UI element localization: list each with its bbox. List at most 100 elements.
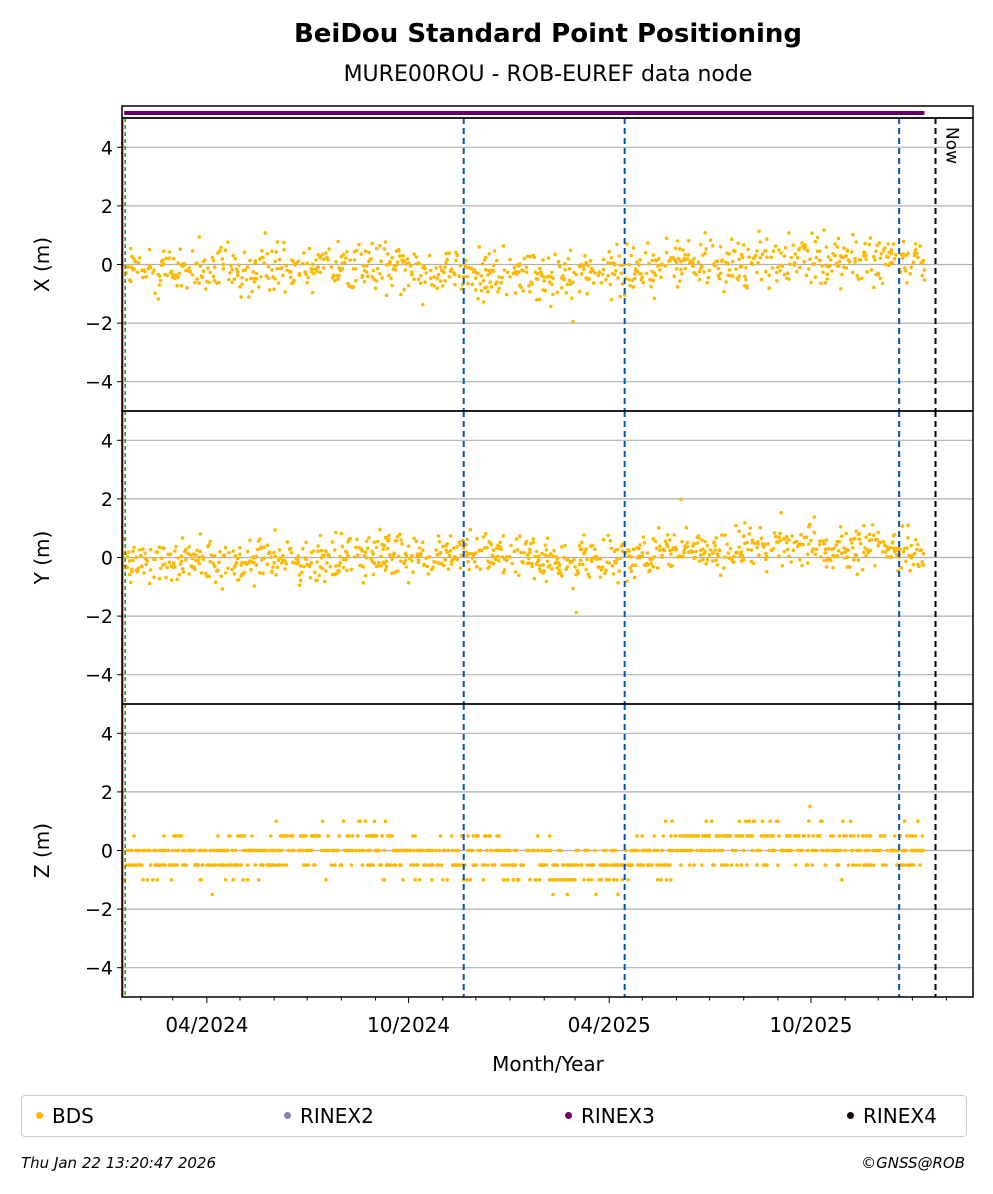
bds-point	[631, 547, 636, 551]
bds-point	[758, 255, 763, 260]
bds-point	[364, 556, 369, 560]
bds-point	[844, 834, 848, 838]
bds-point	[543, 543, 548, 547]
bds-point	[388, 553, 392, 557]
bds-point	[608, 261, 613, 266]
panel3-y-tick-label: 2	[101, 782, 113, 804]
bds-point	[212, 278, 217, 283]
bds-point	[411, 570, 415, 574]
bds-point	[515, 547, 520, 552]
bds-point	[787, 231, 791, 235]
bds-point	[364, 270, 369, 274]
bds-point	[360, 549, 365, 553]
legend-label-rinex2: RINEX2	[300, 1104, 374, 1128]
bds-point	[497, 559, 501, 563]
bds-point	[324, 251, 328, 255]
bds-point	[823, 551, 828, 555]
bds-point	[674, 267, 679, 271]
bds-point	[920, 273, 925, 278]
bds-point	[741, 243, 746, 247]
bds-point	[245, 863, 250, 867]
bds-point	[765, 570, 769, 574]
panel2-y-tick-label: 4	[101, 430, 113, 452]
bds-point	[266, 265, 271, 269]
bds-point	[231, 549, 236, 553]
bds-point	[694, 549, 699, 554]
bds-point	[277, 257, 282, 262]
bds-point	[567, 278, 572, 283]
bds-point	[425, 564, 430, 569]
bds-point	[233, 257, 238, 261]
bds-point	[606, 533, 610, 538]
bds-point	[747, 255, 751, 259]
bds-point	[533, 554, 538, 559]
bds-point	[416, 558, 421, 562]
bds-point	[612, 262, 617, 267]
bds-point	[521, 289, 525, 293]
bds-point	[864, 554, 868, 558]
bds-point	[784, 534, 789, 539]
bds-point	[598, 557, 603, 561]
bds-point	[238, 552, 242, 556]
bds-point	[550, 270, 554, 275]
bds-point	[831, 566, 835, 570]
bds-point	[889, 248, 894, 252]
bds-point	[868, 236, 873, 240]
bds-point	[829, 258, 833, 262]
bds-point	[140, 863, 144, 867]
bds-point	[851, 270, 855, 275]
bds-point	[538, 297, 542, 302]
bds-point	[607, 561, 611, 565]
bds-point	[756, 260, 760, 265]
bds-point	[274, 250, 279, 254]
bds-point	[489, 542, 494, 547]
bds-point	[834, 543, 839, 547]
bds-point	[508, 275, 512, 279]
bds-point	[575, 863, 580, 867]
bds-point	[151, 271, 155, 275]
bds-point	[618, 556, 623, 561]
bds-point	[668, 863, 672, 867]
bds-point	[755, 249, 759, 253]
bds-point	[211, 274, 216, 279]
bds-point	[758, 525, 763, 530]
bds-point	[895, 863, 899, 867]
bds-point	[478, 848, 483, 853]
bds-point	[880, 281, 885, 286]
bds-point	[412, 277, 416, 282]
bds-point	[672, 533, 677, 537]
bds-point	[531, 537, 535, 541]
bds-point	[178, 247, 183, 251]
bds-point	[262, 261, 267, 265]
bds-point	[881, 539, 886, 544]
bds-point	[790, 534, 794, 538]
bds-point	[304, 540, 308, 545]
bds-point	[547, 280, 552, 284]
bds-point	[517, 878, 521, 882]
bds-point	[601, 257, 606, 262]
bds-point	[331, 273, 336, 278]
bds-point	[252, 584, 257, 588]
bds-point	[585, 557, 589, 562]
bds-point	[402, 259, 407, 263]
bds-point	[177, 572, 182, 577]
bds-point	[424, 271, 429, 275]
bds-point	[714, 536, 718, 540]
bds-point	[198, 549, 203, 554]
bds-point	[175, 577, 179, 582]
bds-point	[382, 543, 387, 548]
bds-point	[147, 581, 152, 586]
bds-point	[632, 272, 637, 276]
bds-point	[661, 834, 665, 838]
bds-point	[456, 848, 461, 853]
bds-point	[211, 561, 216, 566]
bds-point	[778, 538, 782, 543]
bds-point	[745, 863, 749, 867]
bds-point	[904, 848, 908, 853]
bds-point	[358, 819, 362, 823]
bds-point	[848, 834, 853, 838]
bds-point	[594, 554, 598, 558]
bds-point	[291, 259, 295, 264]
bds-point	[771, 834, 776, 838]
bds-point	[398, 254, 402, 258]
